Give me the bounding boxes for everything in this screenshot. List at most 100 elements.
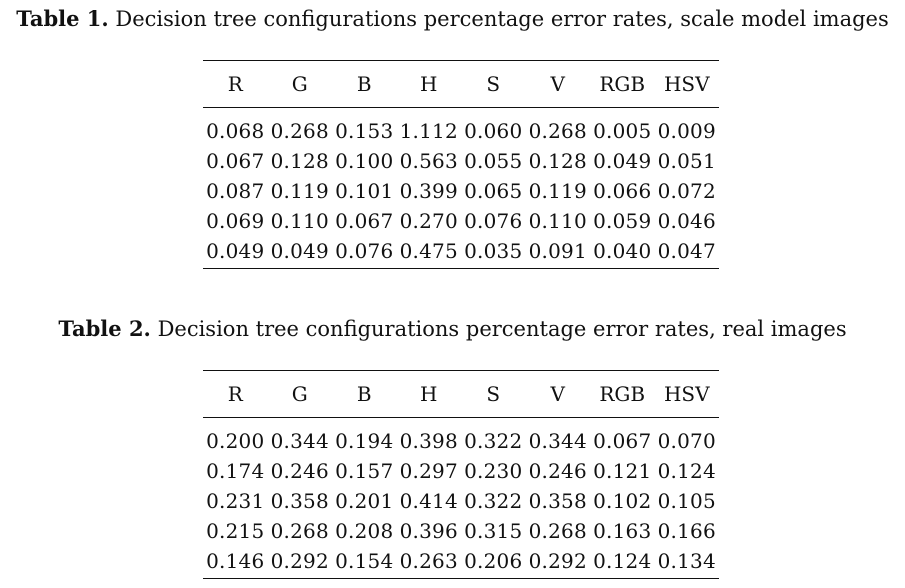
column-header: V xyxy=(550,72,565,96)
table-cell: 0.206 xyxy=(464,549,523,573)
table-cell: 0.049 xyxy=(206,239,265,263)
table-row: 0.068 0.268 0.153 1.112 0.060 0.268 0.005 0.009 xyxy=(203,108,719,147)
column-header: H xyxy=(420,382,438,406)
table-cell: 0.268 xyxy=(270,519,329,543)
column-header: G xyxy=(291,382,308,406)
column-header: HSV xyxy=(663,72,710,96)
table-cell: 0.069 xyxy=(206,209,265,233)
table-cell: 0.101 xyxy=(335,179,394,203)
table-cell: 0.153 xyxy=(335,119,394,143)
column-header: HSV xyxy=(663,382,710,406)
table-cell: 1.112 xyxy=(399,119,458,143)
table-2-caption: Table 2. Decision tree configurations pe… xyxy=(0,316,905,342)
table-2-label: Table 2. xyxy=(58,316,151,341)
table-cell: 0.110 xyxy=(528,209,587,233)
table-cell: 0.100 xyxy=(335,149,394,173)
table-cell: 0.154 xyxy=(335,549,394,573)
table-cell: 0.128 xyxy=(528,149,587,173)
table-cell: 0.124 xyxy=(657,459,716,483)
table-cell: 0.208 xyxy=(335,519,394,543)
column-header: B xyxy=(356,72,372,96)
table-cell: 0.102 xyxy=(593,489,652,513)
table-cell: 0.166 xyxy=(657,519,716,543)
table-cell: 0.076 xyxy=(335,239,394,263)
table-cell: 0.047 xyxy=(657,239,716,263)
table-cell: 0.065 xyxy=(464,179,523,203)
table-2-header-row: R G B H S V RGB HSV xyxy=(203,370,719,418)
column-header: G xyxy=(291,72,308,96)
table-cell: 0.110 xyxy=(270,209,329,233)
table-cell: 0.358 xyxy=(528,489,587,513)
table-cell: 0.049 xyxy=(270,239,329,263)
table-cell: 0.067 xyxy=(206,149,265,173)
table-row: 0.069 0.110 0.067 0.270 0.076 0.110 0.059 0.046 xyxy=(203,206,719,236)
table-cell: 0.344 xyxy=(270,429,329,453)
table-cell: 0.270 xyxy=(399,209,458,233)
table-cell: 0.315 xyxy=(464,519,523,543)
table-row: 0.174 0.246 0.157 0.297 0.230 0.246 0.121 0.124 xyxy=(203,456,719,486)
table-cell: 0.051 xyxy=(657,149,716,173)
table-cell: 0.005 xyxy=(593,119,652,143)
table-cell: 0.119 xyxy=(270,179,329,203)
table-cell: 0.398 xyxy=(399,429,458,453)
table-1-header: R G B H S V RGB HSV xyxy=(203,60,719,108)
table-1: R G B H S V RGB HSV 0.068 0.268 0.153 1.112 0.060 0.… xyxy=(203,60,719,269)
table-2-header: R G B H S V RGB HSV xyxy=(203,370,719,418)
table-1-caption-text: Decision tree configurations percentage … xyxy=(115,7,889,31)
table-cell: 0.124 xyxy=(593,549,652,573)
table-row: 0.215 0.268 0.208 0.396 0.315 0.268 0.163 0.166 xyxy=(203,516,719,546)
table-1-body: 0.068 0.268 0.153 1.112 0.060 0.268 0.005 0.009… xyxy=(203,108,719,269)
table-2: R G B H S V RGB HSV 0.200 0.344 0.194 0.398 0.322 0.… xyxy=(203,370,719,579)
table-cell: 0.059 xyxy=(593,209,652,233)
table-cell: 0.067 xyxy=(593,429,652,453)
table-cell: 0.201 xyxy=(335,489,394,513)
column-header: RGB xyxy=(599,382,646,406)
table-cell: 0.475 xyxy=(399,239,458,263)
table-cell: 0.358 xyxy=(270,489,329,513)
table-cell: 0.399 xyxy=(399,179,458,203)
table-cell: 0.072 xyxy=(657,179,716,203)
table-cell: 0.066 xyxy=(593,179,652,203)
table-cell: 0.128 xyxy=(270,149,329,173)
column-header: R xyxy=(227,72,243,96)
table-cell: 0.035 xyxy=(464,239,523,263)
table-cell: 0.231 xyxy=(206,489,265,513)
table-cell: 0.146 xyxy=(206,549,265,573)
table-1-header-row: R G B H S V RGB HSV xyxy=(203,60,719,108)
column-header: H xyxy=(420,72,438,96)
table-cell: 0.068 xyxy=(206,119,265,143)
table-cell: 0.344 xyxy=(528,429,587,453)
table-cell: 0.163 xyxy=(593,519,652,543)
table-cell: 0.174 xyxy=(206,459,265,483)
table-cell: 0.246 xyxy=(270,459,329,483)
table-cell: 0.268 xyxy=(528,119,587,143)
table-2-caption-text: Decision tree configurations percentage … xyxy=(157,317,847,341)
table-cell: 0.087 xyxy=(206,179,265,203)
table-cell: 0.055 xyxy=(464,149,523,173)
table-row: 0.087 0.119 0.101 0.399 0.065 0.119 0.066 0.072 xyxy=(203,176,719,206)
column-header: R xyxy=(227,382,243,406)
table-cell: 0.194 xyxy=(335,429,394,453)
table-cell: 0.049 xyxy=(593,149,652,173)
table-1-label: Table 1. xyxy=(16,6,109,31)
table-cell: 0.076 xyxy=(464,209,523,233)
table-row: 0.067 0.128 0.100 0.563 0.055 0.128 0.049 0.051 xyxy=(203,146,719,176)
table-cell: 0.046 xyxy=(657,209,716,233)
column-header: S xyxy=(486,382,501,406)
table-cell: 0.119 xyxy=(528,179,587,203)
table-cell: 0.060 xyxy=(464,119,523,143)
table-cell: 0.297 xyxy=(399,459,458,483)
table-cell: 0.121 xyxy=(593,459,652,483)
table-cell: 0.091 xyxy=(528,239,587,263)
table-cell: 0.414 xyxy=(399,489,458,513)
table-cell: 0.263 xyxy=(399,549,458,573)
table-row: 0.200 0.344 0.194 0.398 0.322 0.344 0.067 0.070 xyxy=(203,418,719,457)
table-cell: 0.322 xyxy=(464,489,523,513)
table-row: 0.146 0.292 0.154 0.263 0.206 0.292 0.124 0.134 xyxy=(203,546,719,579)
table-cell: 0.268 xyxy=(270,119,329,143)
table-cell: 0.134 xyxy=(657,549,716,573)
table-cell: 0.292 xyxy=(270,549,329,573)
table-cell: 0.246 xyxy=(528,459,587,483)
table-cell: 0.563 xyxy=(399,149,458,173)
table-cell: 0.396 xyxy=(399,519,458,543)
